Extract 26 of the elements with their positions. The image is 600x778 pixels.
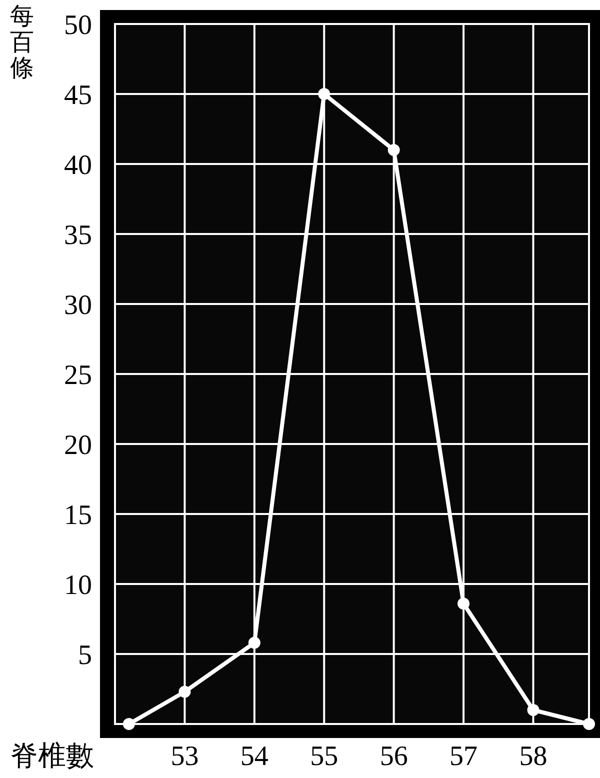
y-tick-label: 50 <box>64 10 92 41</box>
y-tick-label: 35 <box>64 220 92 251</box>
point <box>122 718 135 730</box>
x-tick-label: 57 <box>450 741 478 772</box>
point <box>527 704 540 716</box>
x-tick-label: 56 <box>380 741 408 772</box>
y-tick-label: 15 <box>64 500 92 531</box>
y-tick-label: 20 <box>64 430 92 461</box>
y-axis-title: 每百條 <box>10 4 34 82</box>
point <box>248 636 260 649</box>
x-tick-label: 54 <box>240 741 268 772</box>
y-tick-label: 10 <box>64 570 92 601</box>
x-tick-label: 58 <box>519 741 548 772</box>
y-tick-label: 45 <box>64 80 92 111</box>
x-tick-label: 53 <box>170 741 199 772</box>
y-tick-label: 5 <box>78 640 92 671</box>
y-tick-label: 40 <box>64 150 92 181</box>
x-axis-title: 脊椎數 <box>10 741 94 772</box>
y-tick-label: 30 <box>64 290 92 321</box>
point <box>388 144 400 156</box>
y-tick-label: 25 <box>64 360 92 391</box>
point <box>178 686 191 698</box>
point <box>458 598 470 610</box>
x-tick-label: 55 <box>310 741 338 772</box>
point <box>583 718 595 730</box>
point <box>318 88 330 100</box>
